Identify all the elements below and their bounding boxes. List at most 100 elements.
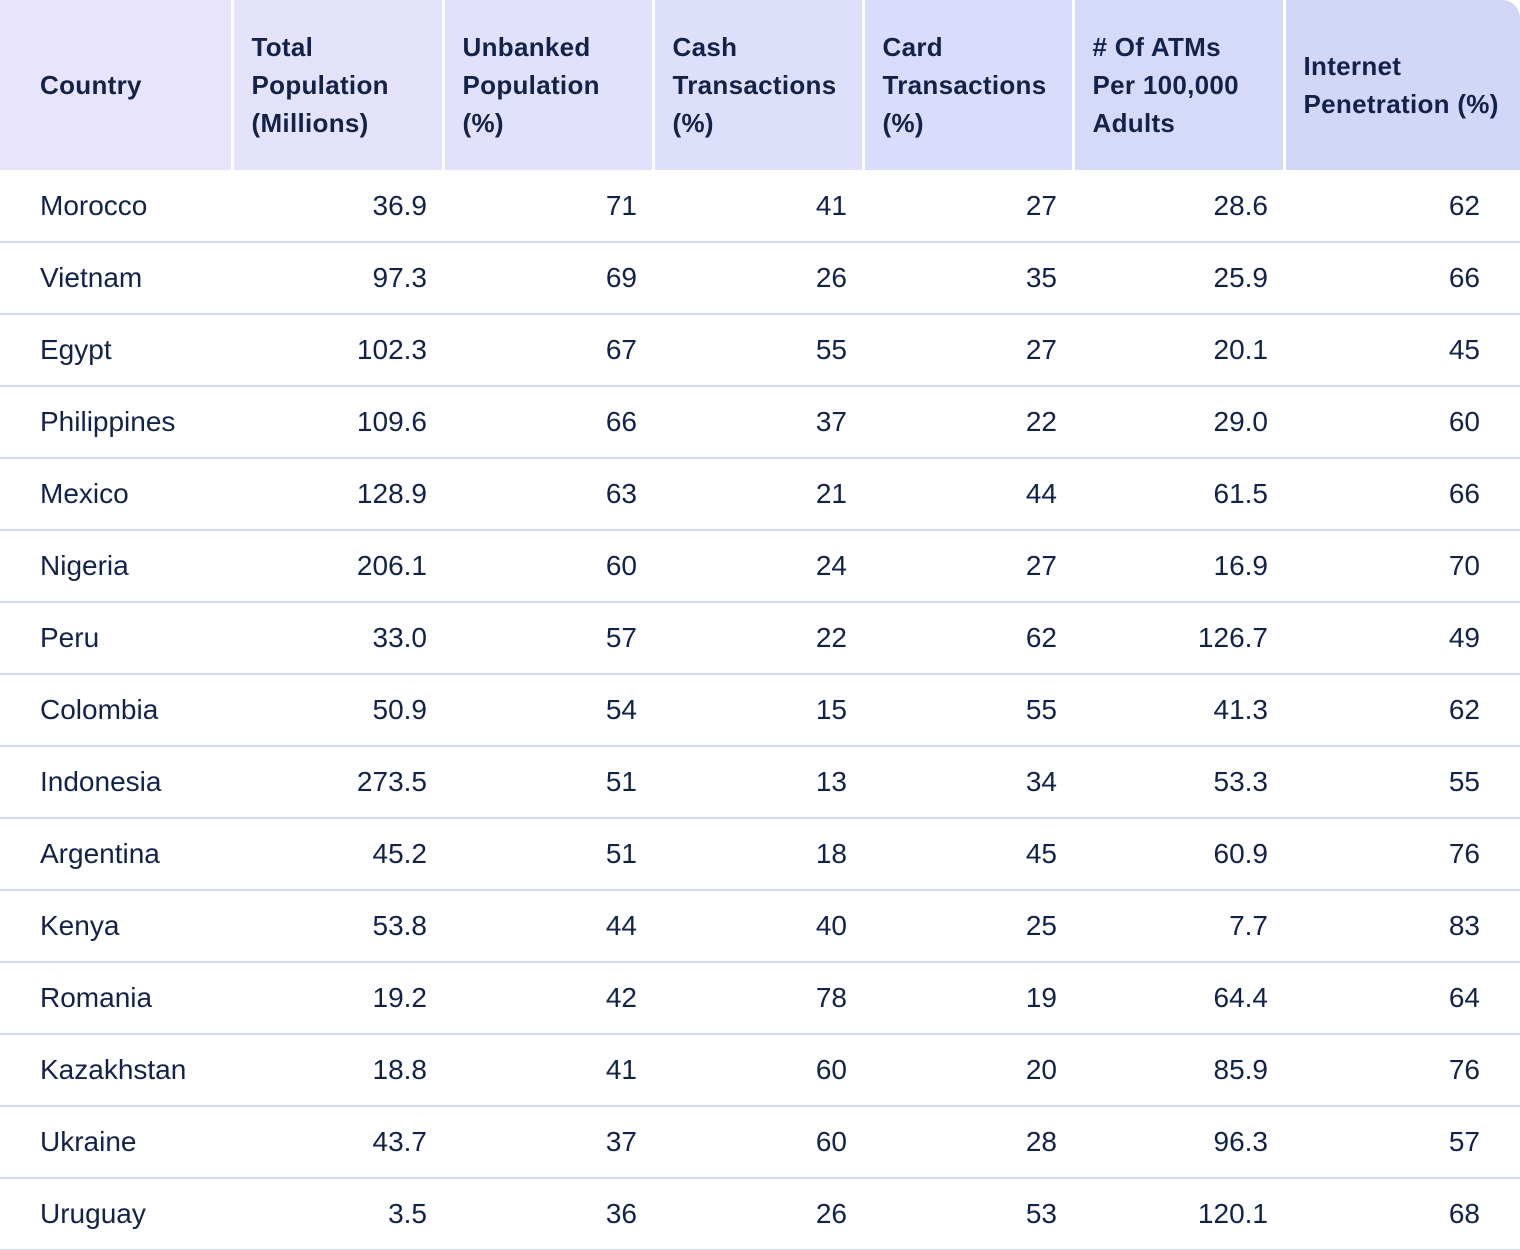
- column-header-total-population[interactable]: Total Population (Millions): [230, 0, 443, 170]
- table-header: Country Total Population (Millions) Unba…: [0, 0, 1520, 170]
- table-row: Mexico 128.9 63 21 44 61.5 66: [0, 458, 1520, 530]
- cell-internet-penetration: 68: [1448, 1198, 1480, 1229]
- cell-total-population: 53.8: [372, 910, 428, 941]
- cell-internet-penetration: 66: [1448, 478, 1480, 509]
- cell-country: Peru: [40, 622, 100, 653]
- cell-unbanked-population: 42: [605, 982, 637, 1013]
- cell-atms-per-100k: 96.3: [1213, 1126, 1269, 1157]
- cell-total-population: 36.9: [372, 189, 428, 221]
- cell-card-transactions: 25: [1025, 910, 1057, 941]
- cell-card-transactions: 19: [1025, 982, 1057, 1013]
- cell-internet-penetration: 76: [1448, 1054, 1480, 1085]
- cell-country: Indonesia: [40, 766, 162, 797]
- cell-country: Kazakhstan: [40, 1054, 187, 1085]
- cell-total-population: 43.7: [372, 1126, 428, 1157]
- cell-unbanked-population: 36: [605, 1198, 637, 1229]
- cell-cash-transactions: 40: [815, 910, 847, 941]
- cell-cash-transactions: 60: [815, 1126, 847, 1157]
- cell-total-population: 109.6: [356, 406, 427, 437]
- cell-cash-transactions: 15: [815, 694, 847, 725]
- cell-cash-transactions: 26: [815, 1198, 847, 1229]
- table-row: Indonesia 273.5 51 13 34 53.3 55: [0, 746, 1520, 818]
- cell-atms-per-100k: 60.9: [1213, 838, 1269, 869]
- column-header-cash-transactions[interactable]: Cash Transactions (%): [651, 0, 863, 170]
- cell-country: Philippines: [40, 406, 176, 437]
- cell-cash-transactions: 13: [815, 766, 847, 797]
- table-row: Kenya 53.8 44 40 25 7.7 83: [0, 890, 1520, 962]
- cell-cash-transactions: 78: [815, 982, 847, 1013]
- column-header-internet-penetration[interactable]: Internet Penetration (%): [1282, 0, 1520, 170]
- cell-internet-penetration: 60: [1448, 406, 1480, 437]
- cell-total-population: 50.9: [372, 694, 428, 725]
- table-row: Romania 19.2 42 78 19 64.4 64: [0, 962, 1520, 1034]
- table-row: Uruguay 3.5 36 26 53 120.1 68: [0, 1178, 1520, 1250]
- cell-atms-per-100k: 85.9: [1213, 1054, 1269, 1085]
- cell-atms-per-100k: 29.0: [1213, 406, 1269, 437]
- cell-card-transactions: 45: [1025, 838, 1057, 869]
- cell-total-population: 128.9: [356, 478, 427, 509]
- cell-unbanked-population: 57: [605, 622, 637, 653]
- column-header-atms-per-100k[interactable]: # Of ATMs Per 100,000 Adults: [1071, 0, 1284, 170]
- cell-unbanked-population: 37: [605, 1126, 637, 1157]
- cell-country: Egypt: [40, 334, 112, 365]
- cell-card-transactions: 53: [1025, 1198, 1057, 1229]
- cell-total-population: 19.2: [372, 982, 428, 1013]
- cell-atms-per-100k: 20.1: [1213, 334, 1269, 365]
- cell-unbanked-population: 41: [605, 1054, 637, 1085]
- cell-card-transactions: 44: [1025, 478, 1057, 509]
- table-row: Ukraine 43.7 37 60 28 96.3 57: [0, 1106, 1520, 1178]
- cell-country: Mexico: [40, 478, 129, 509]
- cell-internet-penetration: 62: [1448, 694, 1480, 725]
- column-header-card-transactions[interactable]: Card Transactions (%): [861, 0, 1073, 170]
- cell-total-population: 206.1: [356, 550, 427, 581]
- cell-total-population: 102.3: [356, 334, 427, 365]
- cell-cash-transactions: 22: [815, 622, 847, 653]
- cell-internet-penetration: 62: [1448, 189, 1480, 221]
- cell-unbanked-population: 67: [605, 334, 637, 365]
- table-row: Egypt 102.3 67 55 27 20.1 45: [0, 314, 1520, 386]
- cell-card-transactions: 20: [1025, 1054, 1057, 1085]
- cell-internet-penetration: 57: [1448, 1126, 1480, 1157]
- cell-total-population: 18.8: [372, 1054, 428, 1085]
- cell-unbanked-population: 60: [605, 550, 637, 581]
- cell-total-population: 97.3: [372, 262, 428, 293]
- cell-unbanked-population: 51: [605, 838, 637, 869]
- cell-cash-transactions: 24: [815, 550, 847, 581]
- cell-card-transactions: 55: [1025, 694, 1057, 725]
- cell-country: Vietnam: [40, 262, 143, 293]
- cell-unbanked-population: 51: [605, 766, 637, 797]
- header-row: Country Total Population (Millions) Unba…: [0, 0, 1520, 170]
- table-row: Vietnam 97.3 69 26 35 25.9 66: [0, 242, 1520, 314]
- column-header-unbanked-population[interactable]: Unbanked Population (%): [441, 0, 653, 170]
- cell-atms-per-100k: 25.9: [1213, 262, 1269, 293]
- table-row: Peru 33.0 57 22 62 126.7 49: [0, 602, 1520, 674]
- table-row: Philippines 109.6 66 37 22 29.0 60: [0, 386, 1520, 458]
- cell-cash-transactions: 18: [815, 838, 847, 869]
- cell-country: Romania: [40, 982, 153, 1013]
- cell-total-population: 273.5: [356, 766, 427, 797]
- table-row: Morocco 36.9 71 41 27 28.6 62: [0, 170, 1520, 242]
- cell-atms-per-100k: 53.3: [1213, 766, 1269, 797]
- cell-country: Argentina: [40, 838, 160, 869]
- cell-cash-transactions: 41: [815, 189, 847, 221]
- cell-card-transactions: 28: [1025, 1126, 1057, 1157]
- cell-internet-penetration: 49: [1448, 622, 1480, 653]
- cell-internet-penetration: 76: [1448, 838, 1480, 869]
- cell-card-transactions: 22: [1025, 406, 1057, 437]
- cell-atms-per-100k: 16.9: [1213, 550, 1269, 581]
- cell-unbanked-population: 54: [605, 694, 637, 725]
- column-header-country[interactable]: Country: [0, 0, 232, 170]
- cell-country: Kenya: [40, 910, 120, 941]
- cell-card-transactions: 62: [1025, 622, 1057, 653]
- cell-internet-penetration: 70: [1448, 550, 1480, 581]
- cell-atms-per-100k: 7.7: [1229, 910, 1268, 941]
- cell-country: Morocco: [40, 189, 148, 221]
- cell-card-transactions: 35: [1025, 262, 1057, 293]
- cell-atms-per-100k: 41.3: [1213, 694, 1269, 725]
- table-row: Kazakhstan 18.8 41 60 20 85.9 76: [0, 1034, 1520, 1106]
- cell-unbanked-population: 44: [605, 910, 637, 941]
- cell-card-transactions: 27: [1025, 550, 1057, 581]
- table-row: Argentina 45.2 51 18 45 60.9 76: [0, 818, 1520, 890]
- cell-atms-per-100k: 126.7: [1197, 622, 1268, 653]
